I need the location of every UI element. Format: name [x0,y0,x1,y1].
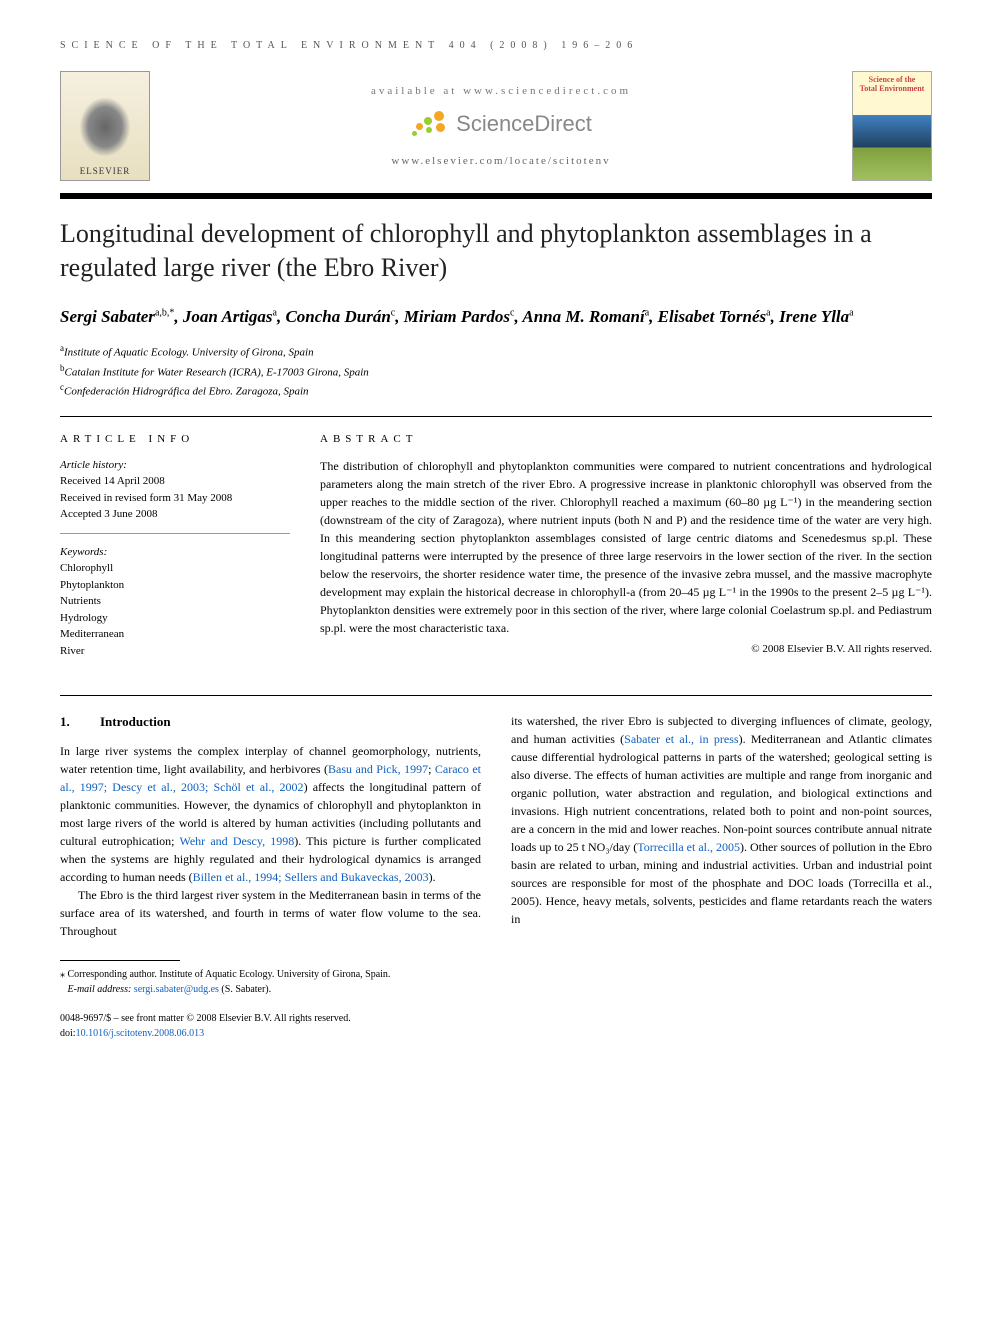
history-label: Article history: [60,459,127,471]
center-banner: available at www.sciencedirect.com Scien… [150,85,852,167]
article-info-label: ARTICLE INFO [60,433,290,445]
citation-link[interactable]: Sabater et al., in press [624,732,738,746]
email-label: E-mail address: [68,984,132,995]
citation-link[interactable]: Torrecilla et al., 2005 [637,840,740,854]
abstract-copyright: © 2008 Elsevier B.V. All rights reserved… [320,643,932,655]
authors-list: Sergi Sabatera,b,*, Joan Artigasa, Conch… [60,305,932,329]
email-line: E-mail address: sergi.sabater@udg.es (S.… [60,982,932,997]
doi-label: doi: [60,1028,76,1039]
citation-link[interactable]: Basu and Pick, 1997 [328,762,428,776]
elsevier-label: ELSEVIER [80,166,131,176]
sd-dots-icon [410,109,450,139]
bottom-meta: 0048-9697/$ – see front matter © 2008 El… [60,1011,932,1041]
top-rule [60,193,932,199]
article-history: Article history: Received 14 April 2008R… [60,457,290,534]
top-banner: ELSEVIER available at www.sciencedirect.… [60,71,932,181]
doi-link[interactable]: 10.1016/j.scitotenv.2008.06.013 [76,1028,205,1039]
abstract-panel: ABSTRACT The distribution of chlorophyll… [320,433,932,680]
email-address[interactable]: sergi.sabater@udg.es [134,984,219,995]
sciencedirect-logo: ScienceDirect [410,109,592,139]
body-paragraph: The Ebro is the third largest river syst… [60,886,481,940]
citation-link[interactable]: Torrecilla et al., 2005 [637,840,740,854]
footnotes: ⁎ Corresponding author. Institute of Aqu… [60,967,932,997]
running-head: SCIENCE OF THE TOTAL ENVIRONMENT 404 (20… [60,40,932,51]
column-left: 1.Introduction In large river systems th… [60,712,481,940]
section-number: 1. [60,712,100,732]
section-heading: 1.Introduction [60,712,481,732]
abstract-text: The distribution of chlorophyll and phyt… [320,457,932,637]
article-title: Longitudinal development of chlorophyll … [60,217,932,285]
doi-line: doi:10.1016/j.scitotenv.2008.06.013 [60,1026,932,1041]
abstract-label: ABSTRACT [320,433,932,445]
sd-brand-text: ScienceDirect [456,111,592,137]
elsevier-logo: ELSEVIER [60,71,150,181]
corresponding-author: ⁎ Corresponding author. Institute of Aqu… [60,967,932,982]
article-info-panel: ARTICLE INFO Article history: Received 1… [60,433,290,680]
footnote-rule [60,960,180,961]
keywords-label: Keywords: [60,546,107,558]
body-paragraph: its watershed, the river Ebro is subject… [511,712,932,928]
body-paragraph: In large river systems the complex inter… [60,742,481,886]
elsevier-tree-icon [75,92,135,162]
available-at-text: available at www.sciencedirect.com [170,85,832,97]
issn-line: 0048-9697/$ – see front matter © 2008 El… [60,1011,932,1026]
citation-link[interactable]: Wehr and Descy, 1998 [179,834,294,848]
citation-link[interactable]: Billen et al., 1994; Sellers and Bukavec… [193,870,429,884]
column-right: its watershed, the river Ebro is subject… [511,712,932,940]
journal-cover-title-2: Total Environment [860,85,925,94]
journal-url: www.elsevier.com/locate/scitotenv [170,155,832,167]
affiliations: aInstitute of Aquatic Ecology. Universit… [60,342,932,399]
keywords-block: Keywords: ChlorophyllPhytoplanktonNutrie… [60,544,290,670]
journal-cover-thumbnail: Science of the Total Environment [852,71,932,181]
section-title: Introduction [100,714,171,729]
body-columns: 1.Introduction In large river systems th… [60,712,932,940]
mid-rule-1 [60,416,932,417]
email-author-name: (S. Sabater). [221,984,271,995]
mid-rule-2 [60,695,932,696]
